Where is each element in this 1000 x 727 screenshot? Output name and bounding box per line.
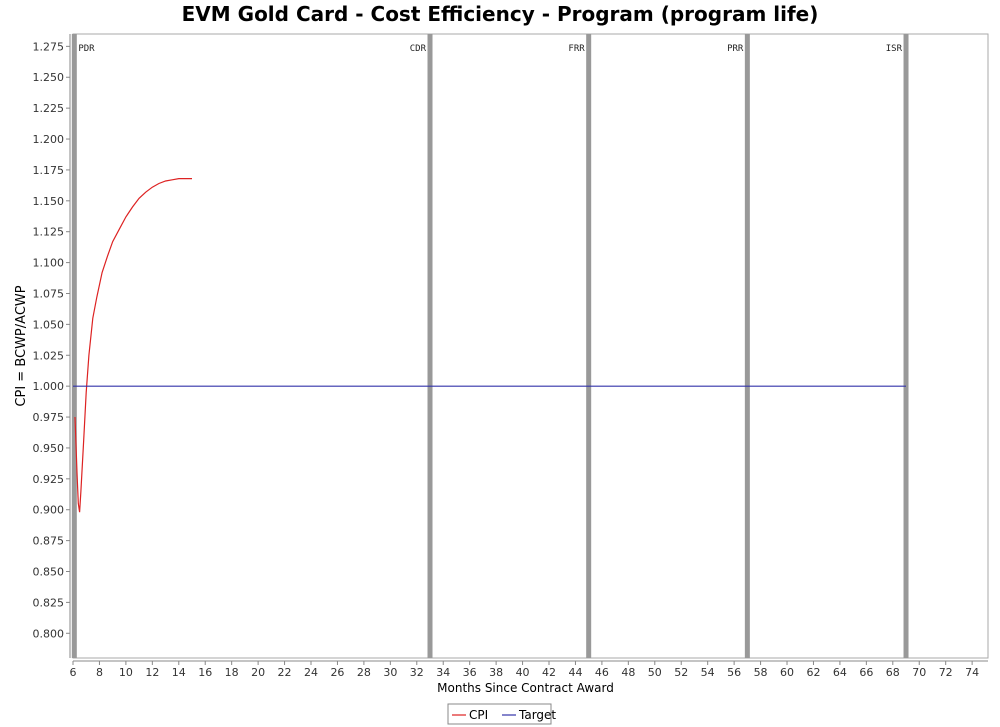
x-tick-label: 20 (251, 666, 265, 679)
y-tick-label: 1.200 (33, 133, 65, 146)
legend-item: CPI (469, 708, 488, 722)
milestone-label: ISR (886, 44, 903, 54)
y-tick-label: 1.175 (33, 164, 65, 177)
series-line-cpi (74, 178, 192, 513)
y-tick-label: 0.950 (33, 442, 65, 455)
legend-box (447, 703, 552, 725)
y-tick-label: 1.000 (33, 380, 65, 393)
x-tick-label: 48 (621, 666, 635, 679)
y-tick-label: 1.075 (33, 287, 65, 300)
chart-title: EVM Gold Card - Cost Efficiency - Progra… (181, 2, 819, 26)
x-tick-label: 64 (833, 666, 847, 679)
x-tick-label: 56 (727, 666, 741, 679)
x-tick-label: 26 (330, 666, 344, 679)
milestone-label: PRR (727, 44, 744, 54)
y-tick-label: 0.900 (33, 504, 65, 517)
x-tick-label: 42 (542, 666, 556, 679)
y-tick-label: 1.250 (33, 71, 65, 84)
y-tick-label: 1.275 (33, 40, 65, 53)
x-tick-label: 74 (965, 666, 979, 679)
plot-area (72, 33, 989, 659)
x-tick-label: 22 (278, 666, 292, 679)
x-tick-label: 24 (304, 666, 318, 679)
x-axis-label: Months Since Contract Award (437, 681, 614, 695)
legend-item: Target (518, 708, 556, 722)
y-tick-label: 0.925 (33, 473, 65, 486)
milestone-lines: PDR CDR FRR PRR ISR (71, 34, 909, 658)
x-tick-label: 32 (410, 666, 424, 679)
y-tick-label: 1.025 (33, 349, 65, 362)
series-lines (73, 178, 906, 513)
x-tick-label: 14 (172, 666, 186, 679)
x-tick-label: 18 (225, 666, 239, 679)
milestone-label: FRR (568, 44, 585, 54)
x-tick-label: 8 (96, 666, 103, 679)
x-tick-label: 70 (912, 666, 926, 679)
y-tick-label: 0.975 (33, 411, 65, 424)
y-tick-label: 0.850 (33, 566, 65, 579)
x-tick-label: 52 (674, 666, 688, 679)
x-tick-label: 50 (648, 666, 662, 679)
x-tick-label: 36 (463, 666, 477, 679)
legend: CPI Target (447, 703, 556, 725)
x-tick-label: 58 (754, 666, 768, 679)
x-tick-label: 12 (145, 666, 159, 679)
x-tick-label: 6 (70, 666, 77, 679)
x-tick-label: 34 (436, 666, 450, 679)
x-tick-label: 46 (595, 666, 609, 679)
y-tick-label: 1.100 (33, 257, 65, 270)
milestone-label: PDR (78, 44, 95, 54)
x-tick-label: 28 (357, 666, 371, 679)
y-tick-label: 1.150 (33, 195, 65, 208)
x-tick-label: 44 (568, 666, 582, 679)
y-axis: 0.800 0.825 0.850 0.875 0.900 0.925 0.950 0.975… (33, 34, 71, 658)
y-tick-label: 0.800 (33, 627, 65, 640)
x-tick-label: 30 (383, 666, 397, 679)
x-axis: 6 8 10 12 14 16 18 20 22 24 26 28 30 32 34 36 38 40 42 44 46… (70, 660, 988, 679)
y-tick-label: 0.875 (33, 535, 65, 548)
milestone-label: CDR (410, 44, 427, 54)
x-tick-label: 60 (780, 666, 794, 679)
y-tick-label: 0.825 (33, 596, 65, 609)
x-tick-label: 62 (806, 666, 820, 679)
x-tick-label: 10 (119, 666, 133, 679)
x-tick-label: 68 (886, 666, 900, 679)
x-tick-label: 72 (939, 666, 953, 679)
x-tick-label: 38 (489, 666, 503, 679)
x-tick-label: 16 (198, 666, 212, 679)
x-tick-label: 54 (701, 666, 715, 679)
y-tick-label: 1.050 (33, 318, 65, 331)
y-axis-label: CPI = BCWP/ACWP (14, 285, 29, 406)
x-tick-label: 40 (516, 666, 530, 679)
y-tick-label: 1.125 (33, 226, 65, 239)
y-tick-label: 1.225 (33, 102, 65, 115)
x-tick-label: 66 (859, 666, 873, 679)
